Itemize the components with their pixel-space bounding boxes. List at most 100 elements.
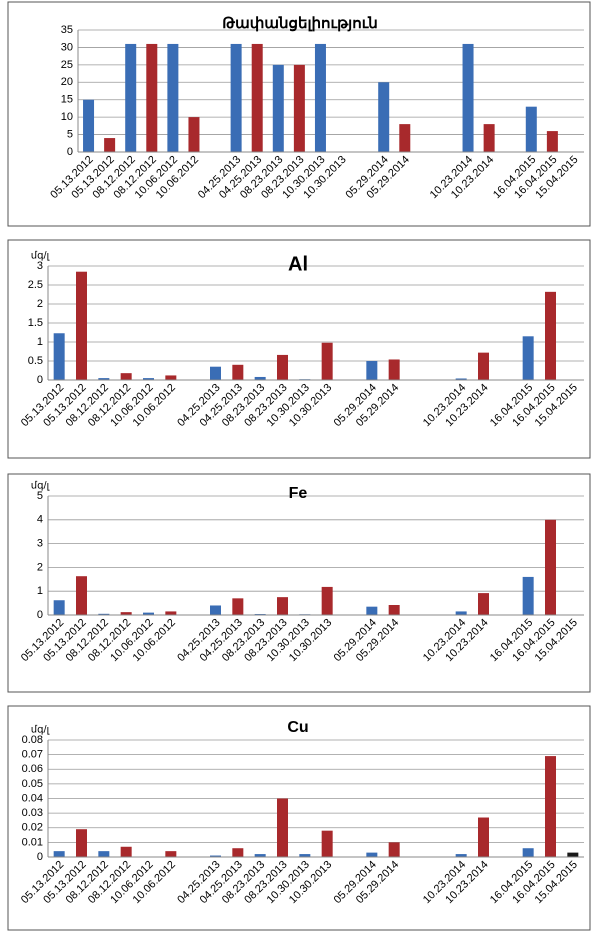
y-axis-label: մգ/լ	[31, 725, 51, 736]
y-tick-label: 0.01	[22, 836, 43, 848]
y-axis-label: մգ/լ	[31, 481, 51, 492]
y-tick-label: 0.07	[22, 749, 43, 761]
bar	[478, 352, 489, 380]
y-tick-label: 0.06	[22, 763, 43, 775]
bar	[76, 576, 87, 615]
bar	[143, 612, 154, 615]
bar	[143, 378, 154, 380]
bar	[399, 124, 411, 152]
bar	[462, 43, 474, 152]
bar	[388, 605, 400, 615]
bar	[478, 817, 489, 857]
bar	[378, 82, 390, 152]
y-tick-label: 2	[37, 298, 43, 310]
bar	[76, 829, 87, 857]
bar	[232, 364, 244, 380]
bar	[146, 43, 158, 152]
bar	[277, 798, 288, 857]
bar	[545, 291, 556, 380]
bar	[251, 43, 263, 152]
bar	[366, 361, 378, 380]
y-tick-label: 30	[61, 41, 73, 53]
bar	[98, 613, 110, 615]
bar	[104, 138, 116, 152]
bar	[53, 600, 65, 615]
y-tick-label: 0.03	[22, 807, 43, 819]
bar	[53, 851, 65, 857]
y-tick-label: 0.02	[22, 822, 43, 834]
y-tick-label: 35	[61, 24, 73, 36]
bar	[98, 851, 110, 857]
bar	[321, 830, 333, 857]
bar	[314, 43, 326, 152]
bar	[120, 612, 132, 615]
y-tick-label: 0.08	[22, 734, 43, 746]
y-tick-label: 1	[37, 336, 43, 348]
bar	[525, 106, 537, 152]
y-tick-label: 5	[37, 490, 43, 502]
y-tick-label: 1.5	[28, 317, 43, 329]
y-tick-label: 0	[37, 374, 43, 386]
bar	[120, 373, 132, 380]
bar	[545, 756, 556, 857]
chart-title: Թափանցելիություն	[222, 15, 378, 32]
bar	[230, 43, 242, 152]
bar	[455, 378, 467, 380]
y-tick-label: 2	[37, 561, 43, 573]
bar	[455, 854, 467, 857]
bar	[232, 848, 244, 857]
bar	[522, 576, 534, 615]
bar	[272, 64, 284, 152]
chart-title: Cu	[287, 719, 308, 736]
y-tick-label: 25	[61, 59, 73, 71]
bar	[210, 855, 221, 857]
y-tick-label: 3	[37, 538, 43, 550]
y-tick-label: 1	[37, 585, 43, 597]
bar	[478, 593, 489, 615]
y-tick-label: 3	[37, 260, 43, 272]
bar	[455, 611, 467, 615]
y-tick-label: 0.04	[22, 792, 43, 804]
bar	[232, 598, 244, 615]
bar	[254, 376, 266, 380]
y-tick-label: 10	[61, 111, 73, 123]
bar	[165, 851, 177, 857]
y-tick-label: 0	[67, 146, 73, 158]
bar	[277, 597, 288, 615]
y-tick-label: 20	[61, 76, 73, 88]
chart-title: Al	[288, 253, 308, 275]
y-tick-label: 0	[37, 609, 43, 621]
y-tick-label: 0.05	[22, 778, 43, 790]
bar	[546, 131, 558, 152]
bar	[293, 64, 305, 152]
y-tick-label: 2.5	[28, 279, 43, 291]
bar	[321, 586, 333, 615]
bar	[98, 378, 110, 380]
panel	[7, 705, 591, 931]
bar	[522, 336, 534, 380]
bar	[125, 43, 137, 152]
panel	[7, 239, 591, 459]
bar	[388, 359, 400, 380]
bar	[277, 354, 288, 380]
bar	[366, 852, 378, 857]
bar	[483, 124, 495, 152]
bar	[254, 854, 266, 857]
bar	[165, 375, 177, 380]
bar	[522, 848, 534, 857]
y-tick-label: 0	[37, 851, 43, 863]
bar	[167, 43, 179, 152]
bar	[188, 117, 200, 152]
bar	[165, 611, 177, 615]
chart-title: Fe	[289, 485, 308, 502]
y-tick-label: 4	[37, 514, 43, 526]
bar	[567, 852, 579, 857]
panel	[7, 473, 591, 693]
bar	[299, 854, 311, 857]
y-axis-label: մգ/լ	[31, 251, 51, 262]
bar	[321, 342, 333, 380]
y-tick-label: 15	[61, 94, 73, 106]
bar	[53, 333, 65, 380]
bar	[76, 271, 87, 380]
